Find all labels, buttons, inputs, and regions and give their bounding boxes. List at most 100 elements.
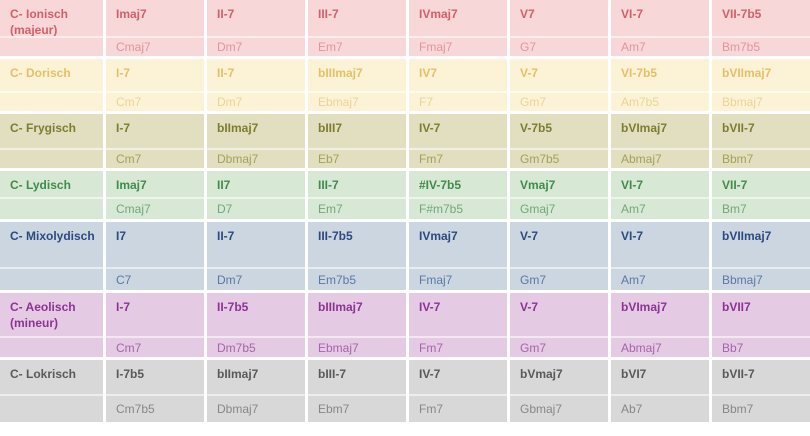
chord-name-cell: Abmaj7 <box>611 336 709 357</box>
degree-numeral-cell: V7 <box>510 0 608 36</box>
chord-name-cell: C7 <box>106 267 204 290</box>
degree-numeral-cell: #IV-7b5 <box>409 171 507 197</box>
mode-block: C- Lokrisch I-7b5 bIImaj7 bIII-7 IV-7 bVmaj7 b… <box>0 360 810 422</box>
degree-numeral-cell: III-7 <box>308 171 406 197</box>
degree-numeral-cell: bIIImaj7 <box>308 59 406 91</box>
chord-name-cell: Cm7b5 <box>106 394 204 422</box>
degree-numeral-cell: I-7 <box>106 59 204 91</box>
chord-name-cell: Cm7 <box>106 91 204 111</box>
chord-name-cell: Dbmaj7 <box>207 148 305 168</box>
mode-name-empty-cell <box>0 267 103 290</box>
mode-qualifier: (majeur) <box>10 22 58 36</box>
degree-numeral-cell: Imaj7 <box>106 171 204 197</box>
chord-name-cell: F#m7b5 <box>409 197 507 219</box>
mode-block: C- Lydisch Imaj7 II7 III-7 #IV-7b5 Vmaj7 VI-7 V… <box>0 171 810 219</box>
chord-name-cell: Fmaj7 <box>409 267 507 290</box>
degree-numeral-cell: IVmaj7 <box>409 0 507 36</box>
chord-name-cell: Abmaj7 <box>611 148 709 168</box>
degree-numeral-cell: bVIImaj7 <box>712 59 810 91</box>
mode-name: C- Ionisch <box>10 7 69 21</box>
chord-name-cell: Bm7 <box>712 197 810 219</box>
degree-numeral-cell: bVII-7 <box>712 114 810 148</box>
degree-numeral-cell: VI-7 <box>611 222 709 267</box>
degree-numeral-cell: bVII7 <box>712 293 810 336</box>
chord-name-cell: Fm7 <box>409 394 507 422</box>
chord-name-cell: Fm7 <box>409 148 507 168</box>
degree-numeral-cell: bVIImaj7 <box>712 222 810 267</box>
degree-numeral-cell: bVImaj7 <box>611 293 709 336</box>
mode-name-empty-cell <box>0 91 103 111</box>
degree-numeral-cell: bIII7 <box>308 114 406 148</box>
degree-numeral-cell: V-7 <box>510 293 608 336</box>
degree-numeral-cell: II7 <box>207 171 305 197</box>
chord-name-cell: Cm7 <box>106 336 204 357</box>
chord-name-cell: Cm7 <box>106 148 204 168</box>
mode-name-empty-cell <box>0 336 103 357</box>
mode-name-cell: C- Aeolisch (mineur) <box>0 293 103 336</box>
chord-name-cell: Gmaj7 <box>510 197 608 219</box>
degree-numeral-cell: IV7 <box>409 59 507 91</box>
chord-name-cell: Bbmaj7 <box>712 267 810 290</box>
chord-name-cell: Ab7 <box>611 394 709 422</box>
degree-numeral-cell: III-7b5 <box>308 222 406 267</box>
degree-numeral-cell: VII-7 <box>712 171 810 197</box>
degree-numeral-cell: V-7b5 <box>510 114 608 148</box>
chord-name-cell: Bb7 <box>712 336 810 357</box>
chord-name-cell: Em7 <box>308 197 406 219</box>
degree-numeral-cell: I-7b5 <box>106 360 204 394</box>
degree-numeral-cell: II-7 <box>207 59 305 91</box>
chord-name-cell: Am7 <box>611 197 709 219</box>
degree-numeral-cell: bIII-7 <box>308 360 406 394</box>
mode-name-empty-cell <box>0 148 103 168</box>
mode-name: C- Frygisch <box>10 121 77 135</box>
mode-name-empty-cell <box>0 394 103 422</box>
chord-name-cell: Gm7 <box>510 91 608 111</box>
degree-numeral-cell: Imaj7 <box>106 0 204 36</box>
mode-name-empty-cell <box>0 197 103 219</box>
mode-name: C- Lydisch <box>10 178 71 192</box>
mode-name-cell: C- Dorisch <box>0 59 103 91</box>
chord-name-cell: Gm7b5 <box>510 148 608 168</box>
mode-name-empty-cell <box>0 36 103 56</box>
chord-name-cell: Bbmaj7 <box>712 91 810 111</box>
degree-numeral-cell: IV-7 <box>409 114 507 148</box>
mode-block: C- Ionisch (majeur) Imaj7 II-7 III-7 IVmaj7 V7… <box>0 0 810 56</box>
chord-name-cell: Gm7 <box>510 336 608 357</box>
chord-name-cell: Ebmaj7 <box>308 336 406 357</box>
degree-numeral-cell: II-7b5 <box>207 293 305 336</box>
degree-numeral-cell: I7 <box>106 222 204 267</box>
chord-name-cell: Dm7 <box>207 91 305 111</box>
chord-name-cell: Gm7 <box>510 267 608 290</box>
degree-numeral-cell: II-7 <box>207 222 305 267</box>
mode-name-cell: C- Mixolydisch <box>0 222 103 267</box>
chord-name-cell: F7 <box>409 91 507 111</box>
mode-block: C- Dorisch I-7 II-7 bIIImaj7 IV7 V-7 VI-7b5 bVI… <box>0 59 810 111</box>
chord-name-cell: Am7 <box>611 36 709 56</box>
chord-name-cell: Am7b5 <box>611 91 709 111</box>
chord-name-cell: Dm7 <box>207 267 305 290</box>
mode-name: C- Mixolydisch <box>10 229 95 243</box>
chord-name-cell: Eb7 <box>308 148 406 168</box>
degree-numeral-cell: IV-7 <box>409 293 507 336</box>
mode-name: C- Lokrisch <box>10 367 77 381</box>
chord-name-cell: Fm7 <box>409 336 507 357</box>
mode-block: C- Mixolydisch I7 II-7 III-7b5 IVmaj7 V-7 VI-7… <box>0 222 810 290</box>
chord-name-cell: Bm7b5 <box>712 36 810 56</box>
chord-name-cell: Bbm7 <box>712 394 810 422</box>
degree-numeral-cell: bIImaj7 <box>207 114 305 148</box>
chord-name-cell: Em7 <box>308 36 406 56</box>
degree-numeral-cell: bIIImaj7 <box>308 293 406 336</box>
chord-name-cell: D7 <box>207 197 305 219</box>
mode-qualifier: (mineur) <box>10 315 58 330</box>
chord-name-cell: Ebmaj7 <box>308 91 406 111</box>
chord-name-cell: Em7b5 <box>308 267 406 290</box>
degree-numeral-cell: Vmaj7 <box>510 171 608 197</box>
chord-name-cell: Dm7 <box>207 36 305 56</box>
mode-block: C- Aeolisch (mineur) I-7 II-7b5 bIIImaj7 IV-7… <box>0 293 810 357</box>
chord-name-cell: Dm7b5 <box>207 336 305 357</box>
degree-numeral-cell: II-7 <box>207 0 305 36</box>
chord-name-cell: Fmaj7 <box>409 36 507 56</box>
mode-name-cell: C- Ionisch (majeur) <box>0 0 103 36</box>
degree-numeral-cell: IV-7 <box>409 360 507 394</box>
degree-numeral-cell: VI-7b5 <box>611 59 709 91</box>
